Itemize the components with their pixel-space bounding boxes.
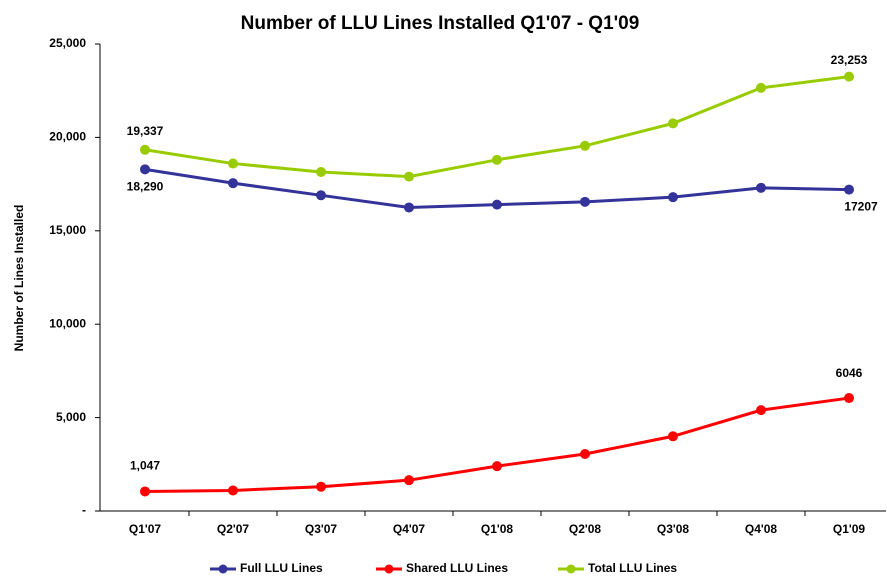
- data-point: [404, 171, 414, 182]
- data-point: [404, 202, 414, 213]
- x-tick-label: Q1'09: [833, 522, 866, 536]
- data-label: 6046: [836, 366, 863, 380]
- data-point: [844, 184, 854, 195]
- data-point: [140, 164, 150, 175]
- data-point: [756, 182, 766, 193]
- legend-label: Full LLU Lines: [240, 561, 323, 575]
- data-point: [228, 178, 238, 189]
- data-label: 17207: [844, 200, 878, 214]
- y-tick-label: 25,000: [49, 36, 86, 50]
- x-tick-label: Q4'08: [745, 522, 778, 536]
- data-point: [228, 485, 238, 496]
- data-point: [668, 192, 678, 203]
- data-point: [668, 431, 678, 442]
- legend-label: Shared LLU Lines: [406, 561, 508, 575]
- data-point: [404, 475, 414, 486]
- data-point: [580, 449, 590, 460]
- x-tick-label: Q3'07: [305, 522, 338, 536]
- series-line: [144, 396, 850, 493]
- x-tick-label: Q3'08: [657, 522, 690, 536]
- legend-label: Total LLU Lines: [588, 561, 677, 575]
- legend-marker: [384, 564, 394, 574]
- data-point: [316, 166, 326, 177]
- data-point: [316, 481, 326, 492]
- x-tick-label: Q2'07: [217, 522, 250, 536]
- data-label: 19,337: [127, 124, 164, 138]
- chart-title: Number of LLU Lines Installed Q1'07 - Q1…: [241, 13, 640, 34]
- data-point: [756, 405, 766, 416]
- data-point: [140, 486, 150, 497]
- x-tick-label: Q4'07: [393, 522, 426, 536]
- y-tick-label: -: [82, 503, 86, 517]
- data-point: [316, 190, 326, 201]
- data-point: [228, 158, 238, 169]
- data-point: [844, 71, 854, 82]
- data-point: [492, 199, 502, 210]
- data-label: 23,253: [831, 53, 868, 67]
- data-point: [492, 461, 502, 472]
- y-tick-label: 15,000: [49, 223, 86, 237]
- y-tick-label: 5,000: [56, 410, 86, 424]
- legend-marker: [218, 564, 228, 574]
- data-point: [492, 154, 502, 165]
- y-tick-label: 10,000: [49, 316, 86, 330]
- data-point: [140, 144, 150, 155]
- data-point: [844, 393, 854, 404]
- y-axis-label: Number of Lines Installed: [12, 205, 26, 352]
- legend-marker: [566, 564, 576, 574]
- data-point: [756, 82, 766, 93]
- data-label: 18,290: [127, 180, 164, 194]
- x-tick-label: Q1'07: [129, 522, 162, 536]
- y-tick-label: 20,000: [49, 130, 86, 144]
- data-point: [580, 196, 590, 207]
- data-point: [668, 118, 678, 129]
- data-label: 1,047: [130, 459, 160, 473]
- data-point: [580, 140, 590, 151]
- x-tick-label: Q2'08: [569, 522, 602, 536]
- x-tick-label: Q1'08: [481, 522, 514, 536]
